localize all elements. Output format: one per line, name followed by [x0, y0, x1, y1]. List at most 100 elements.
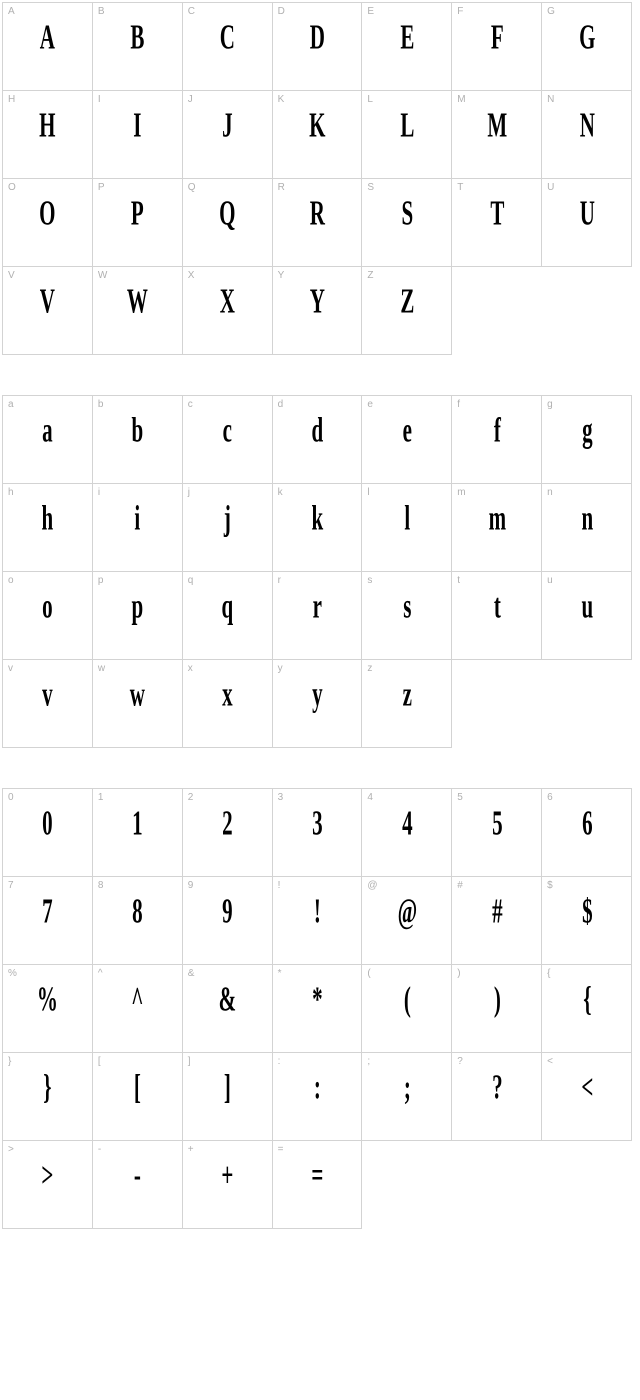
glyph-cell[interactable]: aa [3, 396, 93, 484]
glyph-cell[interactable]: oo [3, 572, 93, 660]
glyph-cell[interactable]: cc [183, 396, 273, 484]
glyph-cell[interactable]: :: [273, 1053, 363, 1141]
glyph-cell[interactable]: << [542, 1053, 632, 1141]
glyph-display: o [43, 587, 53, 626]
glyph-display: e [403, 411, 412, 450]
glyph-cell[interactable]: ss [362, 572, 452, 660]
glyph-cell[interactable]: 22 [183, 789, 273, 877]
glyph-display: O [40, 194, 56, 233]
glyph-cell[interactable]: 55 [452, 789, 542, 877]
glyph-cell[interactable]: mm [452, 484, 542, 572]
glyph-cell[interactable]: HH [3, 91, 93, 179]
glyph-cell[interactable]: == [273, 1141, 363, 1229]
glyph-cell[interactable]: zz [362, 660, 452, 748]
glyph-cell[interactable]: UU [542, 179, 632, 267]
glyph-cell[interactable]: gg [542, 396, 632, 484]
glyph-cell[interactable]: -- [93, 1141, 183, 1229]
glyph-cell[interactable]: MM [452, 91, 542, 179]
glyph-cell[interactable]: 00 [3, 789, 93, 877]
glyph-cell[interactable]: pp [93, 572, 183, 660]
glyph-cell[interactable]: GG [542, 3, 632, 91]
glyph-label: u [547, 575, 553, 586]
glyph-label: x [188, 663, 193, 674]
glyph-cell[interactable]: ww [93, 660, 183, 748]
glyph-cell[interactable]: CC [183, 3, 273, 91]
glyph-cell[interactable]: dd [273, 396, 363, 484]
glyph-cell[interactable]: SS [362, 179, 452, 267]
glyph-cell[interactable]: ]] [183, 1053, 273, 1141]
glyph-cell[interactable]: AA [3, 3, 93, 91]
glyph-cell[interactable]: PP [93, 179, 183, 267]
glyph-cell[interactable]: >> [3, 1141, 93, 1229]
glyph-cell[interactable]: LL [362, 91, 452, 179]
glyph-cell[interactable]: tt [452, 572, 542, 660]
glyph-cell[interactable]: 44 [362, 789, 452, 877]
glyph-cell[interactable]: }} [3, 1053, 93, 1141]
glyph-cell[interactable]: DD [273, 3, 363, 91]
glyph-cell[interactable]: %% [3, 965, 93, 1053]
glyph-cell[interactable]: NN [542, 91, 632, 179]
glyph-display: j [224, 499, 230, 538]
glyph-cell[interactable]: nn [542, 484, 632, 572]
glyph-cell[interactable]: [[ [93, 1053, 183, 1141]
glyph-cell[interactable]: WW [93, 267, 183, 355]
glyph-cell[interactable]: $$ [542, 877, 632, 965]
glyph-display: 5 [492, 804, 502, 843]
glyph-cell[interactable]: yy [273, 660, 363, 748]
glyph-cell[interactable]: ?? [452, 1053, 542, 1141]
glyph-cell[interactable]: !! [273, 877, 363, 965]
glyph-cell[interactable]: hh [3, 484, 93, 572]
glyph-cell[interactable]: VV [3, 267, 93, 355]
glyph-label: ! [278, 880, 281, 891]
glyph-cell[interactable]: ll [362, 484, 452, 572]
glyph-cell[interactable]: rr [273, 572, 363, 660]
glyph-cell[interactable]: KK [273, 91, 363, 179]
lowercase-section: aabbccddeeffgg hhiijjkkllmmnn ooppqqrrsstt… [2, 395, 638, 748]
glyph-cell[interactable]: jj [183, 484, 273, 572]
glyph-cell[interactable]: II [93, 91, 183, 179]
glyph-cell[interactable]: TT [452, 179, 542, 267]
glyph-display: g [582, 411, 592, 450]
glyph-cell[interactable]: 33 [273, 789, 363, 877]
glyph-cell[interactable]: OO [3, 179, 93, 267]
glyph-cell[interactable]: kk [273, 484, 363, 572]
glyph-cell[interactable]: ;; [362, 1053, 452, 1141]
glyph-cell[interactable]: JJ [183, 91, 273, 179]
glyph-cell[interactable]: @@ [362, 877, 452, 965]
glyph-cell[interactable]: ## [452, 877, 542, 965]
glyph-cell[interactable]: ** [273, 965, 363, 1053]
glyph-cell[interactable]: ZZ [362, 267, 452, 355]
glyph-display: * [312, 980, 322, 1019]
glyph-cell[interactable]: bb [93, 396, 183, 484]
glyph-cell[interactable]: ii [93, 484, 183, 572]
glyph-cell[interactable]: 66 [542, 789, 632, 877]
glyph-cell[interactable]: 88 [93, 877, 183, 965]
glyph-cell[interactable]: && [183, 965, 273, 1053]
glyph-cell[interactable]: FF [452, 3, 542, 91]
glyph-cell[interactable]: ff [452, 396, 542, 484]
glyph-label: A [8, 6, 15, 17]
glyph-cell[interactable]: {{ [542, 965, 632, 1053]
glyph-cell[interactable]: XX [183, 267, 273, 355]
glyph-cell[interactable]: 99 [183, 877, 273, 965]
glyph-cell[interactable]: ++ [183, 1141, 273, 1229]
glyph-cell[interactable]: uu [542, 572, 632, 660]
glyph-cell[interactable]: YY [273, 267, 363, 355]
glyph-cell[interactable]: ee [362, 396, 452, 484]
glyph-cell[interactable]: xx [183, 660, 273, 748]
glyph-cell[interactable]: 77 [3, 877, 93, 965]
glyph-cell[interactable]: BB [93, 3, 183, 91]
glyph-display: 8 [132, 892, 142, 931]
glyph-cell[interactable]: QQ [183, 179, 273, 267]
glyph-display: ) [494, 980, 500, 1019]
glyph-cell[interactable]: vv [3, 660, 93, 748]
glyph-cell[interactable]: (( [362, 965, 452, 1053]
glyph-label: J [188, 94, 193, 105]
glyph-cell[interactable]: qq [183, 572, 273, 660]
glyph-cell[interactable]: )) [452, 965, 542, 1053]
glyph-cell[interactable]: RR [273, 179, 363, 267]
glyph-cell[interactable]: 11 [93, 789, 183, 877]
glyph-cell[interactable]: ^^ [93, 965, 183, 1053]
glyph-cell[interactable]: EE [362, 3, 452, 91]
glyph-label: I [98, 94, 101, 105]
